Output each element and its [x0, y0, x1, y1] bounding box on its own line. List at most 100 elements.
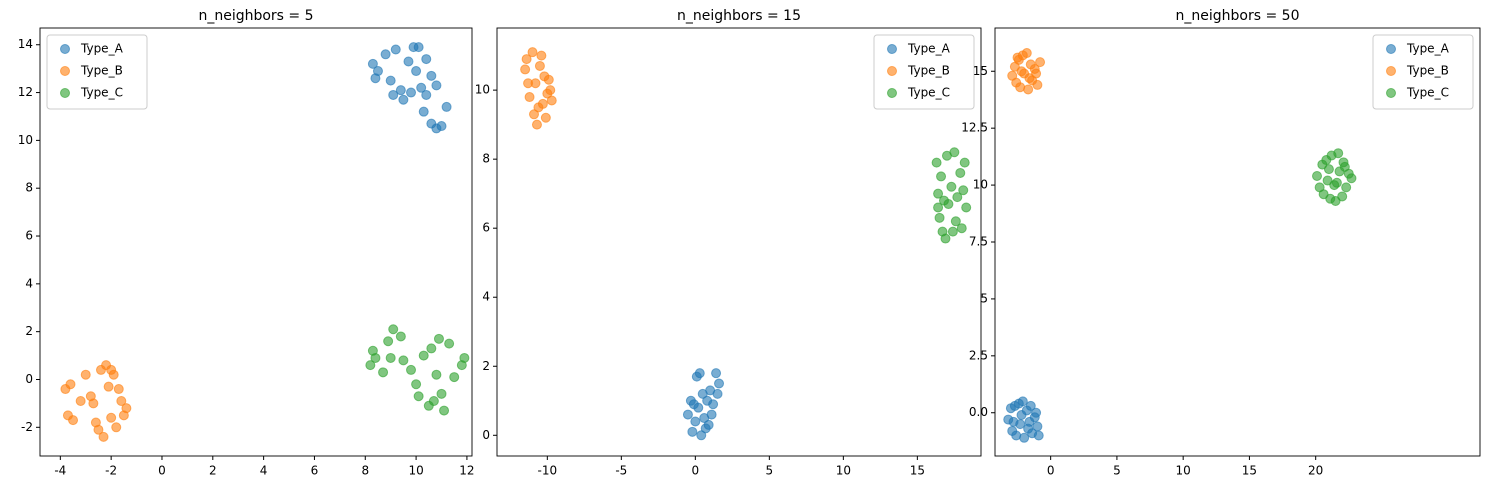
point: [1323, 164, 1334, 175]
point: [388, 89, 399, 100]
point: [385, 352, 396, 363]
point: [1025, 400, 1036, 411]
y-tick-label: 8: [25, 181, 33, 195]
point: [714, 378, 725, 389]
point: [1031, 68, 1042, 79]
point: [1019, 432, 1030, 443]
point: [385, 75, 396, 86]
point: [406, 87, 417, 98]
point: [436, 121, 447, 132]
point: [534, 60, 545, 71]
point: [931, 157, 942, 168]
point: [706, 409, 717, 420]
legend-marker: [60, 44, 70, 54]
y-tick-label: 5: [980, 291, 988, 305]
point: [421, 89, 432, 100]
point: [431, 369, 442, 380]
legend-box: [46, 34, 148, 110]
point: [1032, 421, 1043, 432]
point: [367, 58, 378, 69]
y-tick-label: 15: [973, 64, 988, 78]
point: [1031, 407, 1042, 418]
y-tick-label: 4: [25, 276, 33, 290]
point: [378, 367, 389, 378]
legend-marker: [1386, 88, 1396, 98]
point: [390, 44, 401, 55]
x-tick-label: 12: [459, 464, 474, 478]
point: [523, 78, 534, 89]
legend-label: Type_B: [1406, 64, 1449, 78]
point: [370, 352, 381, 363]
legend-box: [1372, 34, 1474, 110]
point: [936, 171, 947, 182]
point: [421, 54, 432, 65]
y-tick-label: 12: [18, 85, 33, 99]
legend-marker: [1386, 66, 1396, 76]
y-tick-label: -2: [21, 420, 33, 434]
subplot: n_neighbors = 15 -10 -5 0 5 10 15 0 2 4 6 8 10 Type_A…: [475, 8, 982, 478]
point: [398, 355, 409, 366]
point: [441, 101, 452, 112]
y-tick-label: 6: [482, 221, 490, 235]
point: [1008, 416, 1019, 427]
point: [111, 422, 122, 433]
x-tick-label: -4: [54, 464, 66, 478]
point: [682, 409, 693, 420]
y-tick-label: 6: [25, 229, 33, 243]
point: [395, 331, 406, 342]
point: [1312, 170, 1323, 181]
x-tick-label: 20: [1308, 464, 1323, 478]
point: [533, 102, 544, 113]
point: [687, 426, 698, 437]
legend-label: Type_A: [80, 42, 124, 56]
point: [694, 368, 705, 379]
legend-marker: [1386, 44, 1396, 54]
legend-label: Type_A: [1406, 42, 1450, 56]
y-tick-label: 10: [973, 178, 988, 192]
point: [521, 54, 532, 65]
point: [449, 372, 460, 383]
point: [365, 360, 376, 371]
point: [411, 66, 422, 77]
point: [949, 147, 960, 158]
x-tick-label: 15: [910, 464, 925, 478]
point: [428, 396, 439, 407]
point: [75, 396, 86, 407]
point: [403, 56, 414, 67]
point: [1012, 52, 1023, 63]
point: [961, 202, 972, 213]
point: [103, 381, 114, 392]
subplot-title: n_neighbors = 5: [198, 8, 313, 24]
point: [116, 396, 127, 407]
axes-frame: [496, 27, 982, 457]
point: [946, 181, 957, 192]
point: [1035, 57, 1046, 68]
point: [1337, 191, 1348, 202]
point: [113, 384, 124, 395]
point: [536, 50, 547, 61]
point: [426, 343, 437, 354]
point: [121, 403, 132, 414]
point: [959, 157, 970, 168]
point: [1331, 177, 1342, 188]
point: [520, 64, 531, 75]
point: [411, 379, 422, 390]
point: [1016, 410, 1027, 421]
x-tick-label: 0: [692, 464, 700, 478]
subplot: n_neighbors = 5 -4 -2 0 2 4 6 8 10 12 -2 0 2 4 6 8 10 12 1…: [18, 8, 475, 478]
x-tick-label: 2: [209, 464, 217, 478]
legend-marker: [887, 66, 897, 76]
legend-label: Type_B: [80, 64, 123, 78]
x-tick-label: 5: [1113, 464, 1121, 478]
point: [938, 195, 949, 206]
point: [940, 233, 951, 244]
axes-frame: [39, 27, 473, 457]
point: [426, 70, 437, 81]
point: [418, 106, 429, 117]
point: [529, 109, 540, 120]
point: [413, 391, 424, 402]
point: [459, 352, 470, 363]
point: [416, 82, 427, 93]
y-tick-label: 7.5: [969, 235, 988, 249]
